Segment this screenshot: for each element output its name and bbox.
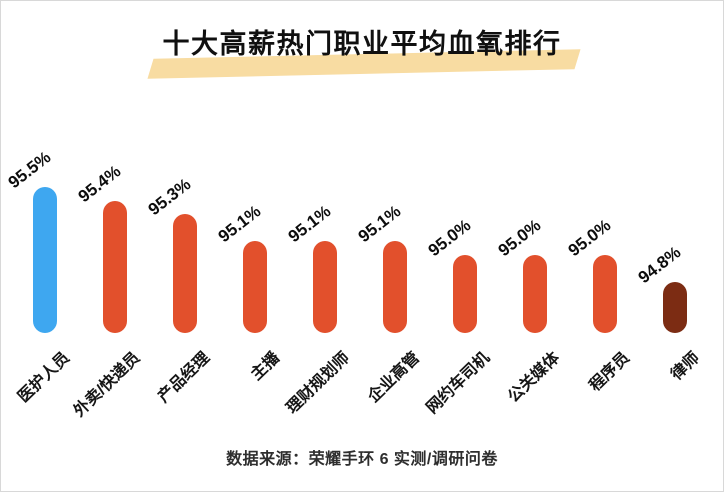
bar-column: 94.8% 律师 bbox=[635, 131, 710, 384]
value-label: 95.0% bbox=[494, 215, 545, 261]
value-label: 95.0% bbox=[424, 215, 475, 261]
bar-column: 95.0% 程序员 bbox=[565, 131, 640, 395]
bar bbox=[313, 241, 337, 333]
category-label: 公关媒体 bbox=[505, 349, 563, 407]
category-label: 医护人员 bbox=[15, 349, 73, 407]
category-label: 理财规划师 bbox=[283, 349, 353, 418]
value-label: 95.0% bbox=[564, 215, 615, 261]
bar bbox=[593, 255, 617, 333]
chart-title-block: 十大高薪热门职业平均血氧排行 bbox=[1, 27, 723, 79]
bar-column: 95.5% 医护人员 bbox=[5, 131, 80, 406]
bar-column: 95.1% 企业高管 bbox=[355, 131, 430, 406]
bar-column: 95.4% 外卖/快递员 bbox=[70, 131, 150, 421]
bar-column: 95.1% 理财规划师 bbox=[284, 131, 360, 418]
bar-column: 95.1% 主播 bbox=[215, 131, 290, 384]
bar bbox=[383, 241, 407, 333]
value-label: 95.1% bbox=[284, 201, 335, 247]
bar bbox=[663, 282, 687, 333]
category-label: 网约车司机 bbox=[423, 349, 493, 418]
category-label: 主播 bbox=[248, 349, 283, 384]
value-label: 95.1% bbox=[214, 201, 265, 247]
bar bbox=[33, 187, 57, 333]
bar bbox=[243, 241, 267, 333]
bar bbox=[523, 255, 547, 333]
value-label: 95.4% bbox=[74, 161, 125, 207]
value-label: 95.5% bbox=[4, 147, 55, 193]
value-label: 95.1% bbox=[354, 201, 405, 247]
data-source-caption: 数据来源：荣耀手环 6 实测/调研问卷 bbox=[226, 451, 498, 468]
bar bbox=[103, 201, 127, 333]
bar-column: 95.0% 网约车司机 bbox=[424, 131, 500, 418]
value-label: 95.3% bbox=[144, 174, 195, 220]
chart-title: 十大高薪热门职业平均血氧排行 bbox=[162, 29, 562, 59]
value-label: 94.8% bbox=[634, 242, 685, 288]
bar-column: 95.0% 公关媒体 bbox=[495, 131, 570, 406]
category-label: 产品经理 bbox=[155, 349, 213, 407]
category-label: 律师 bbox=[668, 349, 703, 384]
bar bbox=[173, 214, 197, 333]
bar-chart: 95.5% 医护人员 95.4% 外卖/快递员 95.3% 产品经理 95.1% 主播 95.1… bbox=[5, 131, 710, 421]
category-label: 企业高管 bbox=[365, 349, 423, 407]
category-label: 外卖/快递员 bbox=[70, 349, 143, 421]
bar bbox=[453, 255, 477, 333]
category-label: 程序员 bbox=[586, 349, 633, 395]
bar-column: 95.3% 产品经理 bbox=[145, 131, 220, 406]
